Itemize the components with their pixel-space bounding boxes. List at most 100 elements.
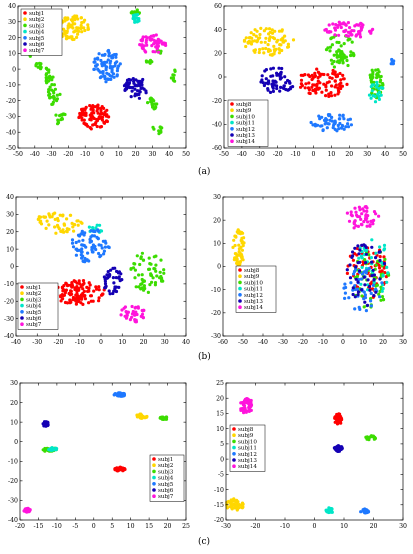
data-point-subj9 bbox=[270, 28, 274, 32]
data-point-subj8 bbox=[338, 82, 342, 86]
data-point-subj14 bbox=[354, 34, 358, 38]
data-point-subj2 bbox=[71, 26, 75, 30]
data-point-subj3 bbox=[134, 10, 138, 14]
data-point-subj9 bbox=[236, 500, 240, 504]
y-tick-label: -30 bbox=[4, 316, 14, 323]
data-point-subj8 bbox=[333, 415, 337, 419]
data-point-subj13 bbox=[378, 250, 382, 254]
data-point-subj7 bbox=[142, 44, 146, 48]
data-point-subj1 bbox=[70, 292, 74, 296]
data-point-subj2 bbox=[63, 32, 67, 36]
data-point-subj5 bbox=[108, 61, 112, 65]
data-point-subj3 bbox=[48, 85, 52, 89]
data-point-subj1 bbox=[96, 107, 100, 111]
legend-label-subj13: subj13 bbox=[244, 299, 263, 305]
legend-marker-subj10 bbox=[232, 439, 236, 444]
data-point-subj1 bbox=[87, 301, 91, 305]
data-point-subj9 bbox=[232, 238, 236, 242]
data-point-subj6 bbox=[122, 84, 127, 88]
data-point-subj13 bbox=[370, 245, 374, 249]
data-point-subj5 bbox=[104, 60, 109, 64]
data-point-subj1 bbox=[74, 302, 78, 306]
x-tick-label: -50 bbox=[238, 339, 248, 346]
data-point-subj1 bbox=[64, 288, 68, 292]
y-tick-label: 60 bbox=[214, 3, 222, 10]
data-point-subj12 bbox=[346, 122, 350, 126]
data-point-subj12 bbox=[371, 283, 375, 287]
data-point-subj6 bbox=[106, 270, 110, 274]
data-point-subj6 bbox=[117, 270, 121, 274]
data-point-subj4 bbox=[135, 16, 139, 20]
data-point-subj5 bbox=[117, 392, 121, 396]
data-point-subj6 bbox=[107, 274, 111, 278]
data-point-subj3 bbox=[137, 273, 141, 277]
data-point-subj11 bbox=[370, 89, 374, 93]
data-point-subj13 bbox=[335, 448, 339, 452]
data-point-subj11 bbox=[377, 86, 381, 91]
data-point-subj13 bbox=[271, 79, 275, 83]
data-point-subj8 bbox=[351, 258, 355, 262]
data-point-subj13 bbox=[356, 290, 361, 294]
data-point-subj8 bbox=[317, 86, 321, 90]
data-point-subj9 bbox=[235, 254, 239, 258]
data-point-subj8 bbox=[336, 89, 341, 93]
data-point-subj3 bbox=[162, 268, 166, 272]
data-point-subj3 bbox=[146, 290, 150, 294]
data-point-subj7 bbox=[141, 316, 145, 320]
data-point-subj13 bbox=[363, 283, 367, 287]
data-point-subj8 bbox=[333, 93, 337, 97]
data-point-subj2 bbox=[66, 26, 70, 30]
data-point-subj12 bbox=[342, 117, 346, 121]
data-point-subj6 bbox=[117, 276, 121, 280]
data-point-subj5 bbox=[99, 254, 103, 258]
data-point-subj9 bbox=[249, 42, 254, 46]
data-point-subj13 bbox=[374, 256, 378, 260]
data-point-subj1 bbox=[91, 115, 95, 119]
data-point-subj13 bbox=[279, 85, 283, 89]
legend-label-subj8: subj8 bbox=[238, 427, 254, 433]
data-point-subj13 bbox=[269, 74, 273, 78]
legend-marker-subj13 bbox=[232, 458, 236, 462]
data-point-subj1 bbox=[97, 285, 101, 289]
data-point-subj11 bbox=[374, 251, 378, 255]
data-point-subj12 bbox=[369, 299, 373, 303]
data-point-subj13 bbox=[278, 89, 282, 93]
data-point-subj3 bbox=[50, 88, 54, 92]
data-point-subj12 bbox=[369, 304, 373, 308]
x-tick-label: -10 bbox=[291, 151, 301, 158]
data-point-subj8 bbox=[324, 88, 328, 92]
data-point-subj3 bbox=[34, 63, 38, 67]
data-point-subj7 bbox=[155, 47, 159, 51]
legend-box bbox=[227, 99, 269, 147]
data-point-subj7 bbox=[134, 320, 138, 324]
data-point-subj12 bbox=[338, 113, 342, 117]
data-point-subj13 bbox=[370, 274, 374, 278]
y-tick-label: 20 bbox=[213, 217, 221, 224]
data-point-subj12 bbox=[362, 290, 366, 294]
data-point-subj12 bbox=[359, 277, 363, 281]
data-point-subj5 bbox=[98, 70, 102, 74]
data-point-subj5 bbox=[114, 55, 118, 59]
data-point-subj13 bbox=[356, 293, 360, 297]
data-point-subj2 bbox=[75, 14, 79, 18]
data-point-subj5 bbox=[102, 252, 106, 256]
data-point-subj11 bbox=[378, 245, 382, 249]
data-point-subj11 bbox=[357, 256, 361, 260]
data-point-subj13 bbox=[364, 252, 369, 256]
x-tick-label: -10 bbox=[280, 523, 290, 530]
data-point-subj12 bbox=[369, 291, 373, 295]
data-point-subj7 bbox=[144, 40, 148, 45]
data-point-subj6 bbox=[107, 289, 111, 293]
data-point-subj14 bbox=[364, 213, 368, 217]
data-point-subj1 bbox=[99, 125, 104, 129]
data-point-subj8 bbox=[336, 420, 340, 424]
y-tick-label: -50 bbox=[6, 145, 16, 152]
data-point-subj8 bbox=[368, 282, 373, 286]
data-point-subj5 bbox=[96, 229, 101, 233]
x-tick-label: 50 bbox=[182, 151, 190, 158]
data-point-subj10 bbox=[332, 65, 336, 69]
legend-marker-subj7 bbox=[20, 322, 24, 327]
legend-marker-subj1 bbox=[20, 285, 24, 289]
legend-marker-subj6 bbox=[152, 488, 156, 492]
